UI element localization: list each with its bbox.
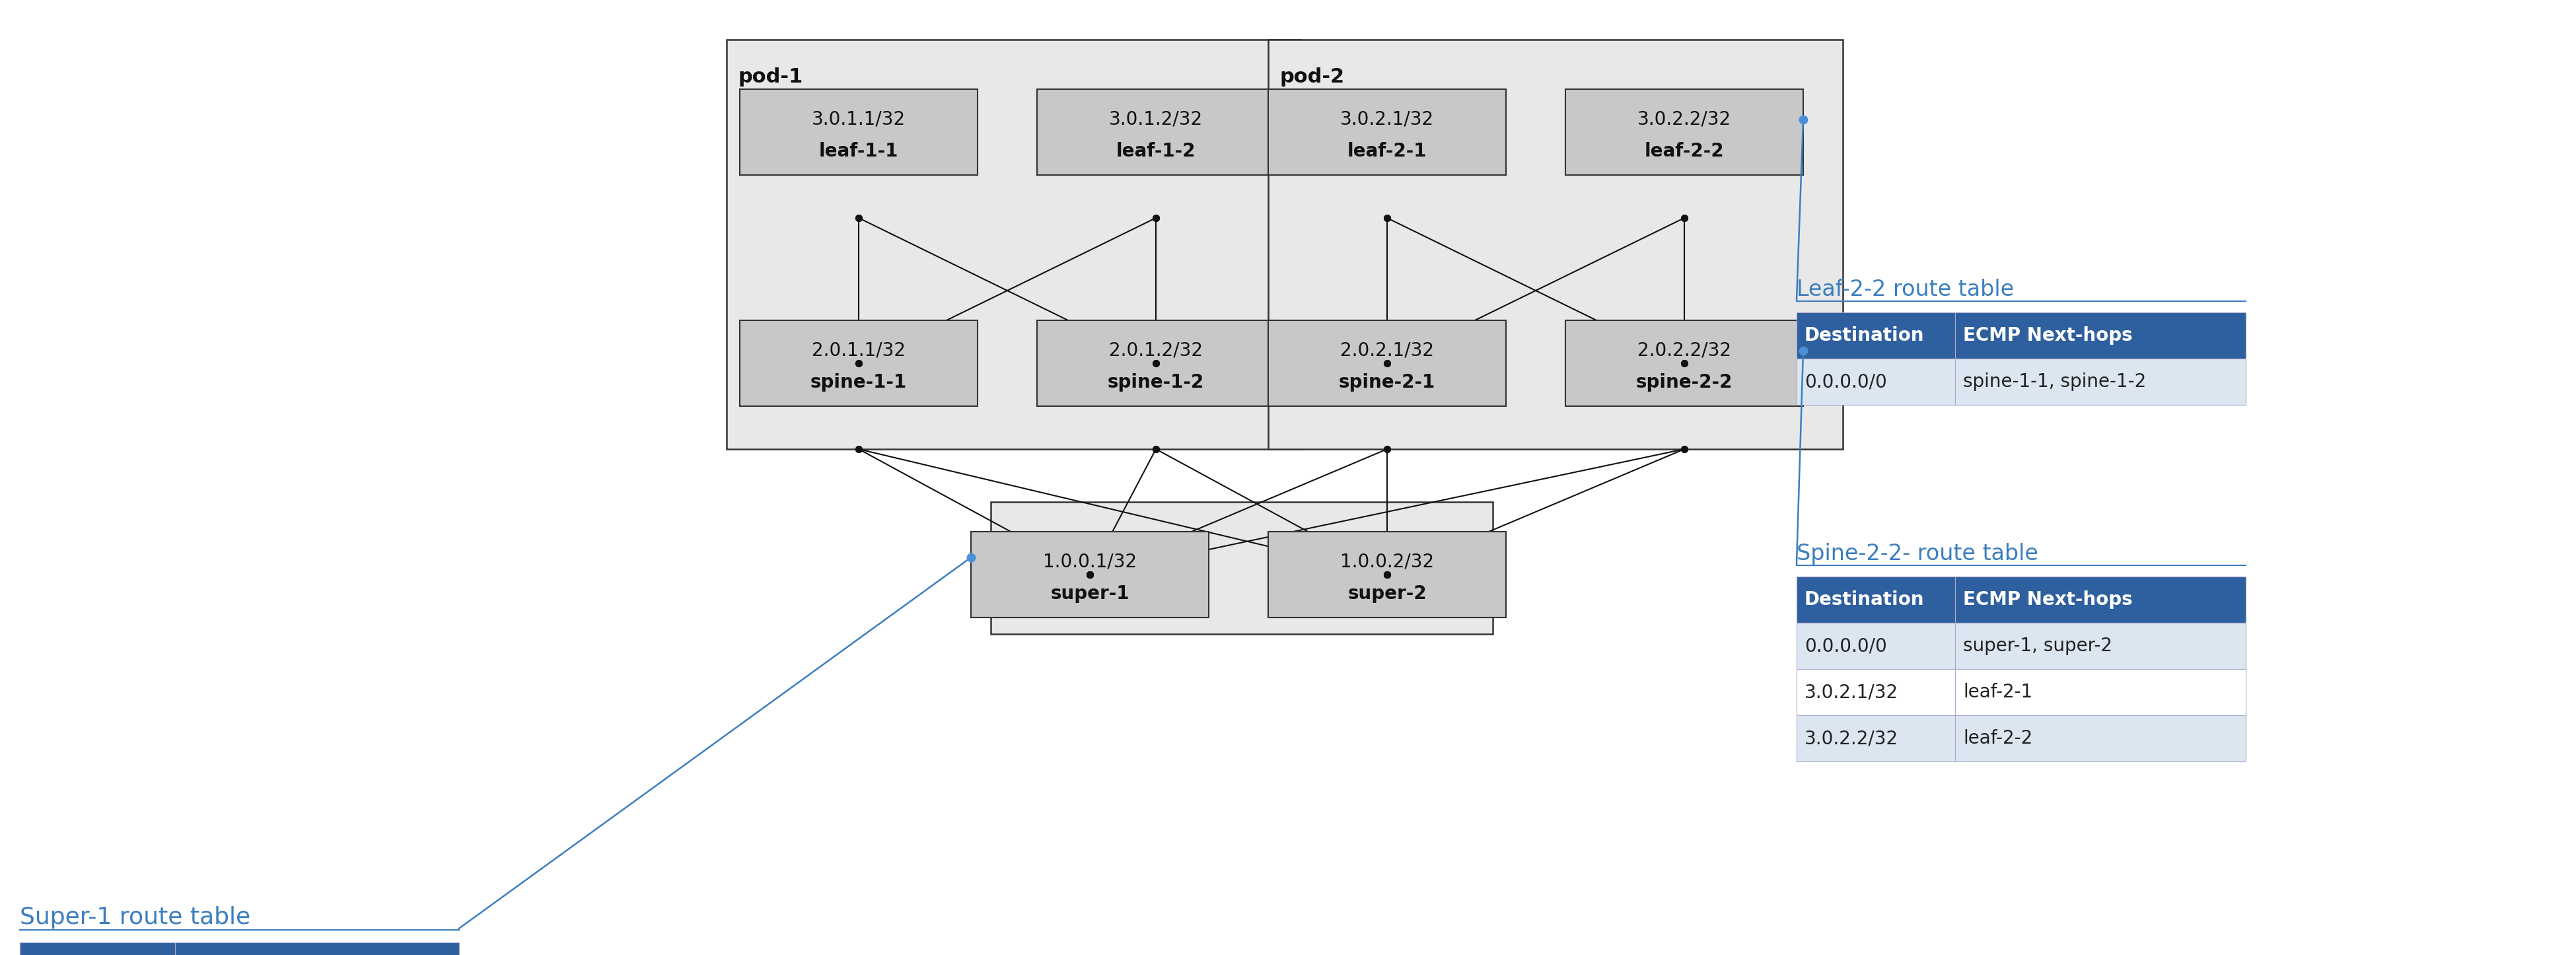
- FancyBboxPatch shape: [1955, 577, 2246, 623]
- Text: leaf-2-1: leaf-2-1: [1963, 683, 2032, 702]
- FancyBboxPatch shape: [1955, 715, 2246, 762]
- Text: 3.0.1.2/32: 3.0.1.2/32: [1108, 110, 1203, 129]
- Text: 1.0.0.1/32: 1.0.0.1/32: [1043, 552, 1136, 571]
- Text: leaf-1-2: leaf-1-2: [1115, 141, 1195, 160]
- FancyBboxPatch shape: [1267, 39, 1842, 449]
- Text: ECMP Next-hops: ECMP Next-hops: [1963, 327, 2133, 345]
- Text: super-1, super-2: super-1, super-2: [1963, 637, 2112, 655]
- Text: ECMP Next-hops: ECMP Next-hops: [1963, 590, 2133, 609]
- FancyBboxPatch shape: [1955, 623, 2246, 669]
- Text: 2.0.1.1/32: 2.0.1.1/32: [811, 341, 907, 360]
- Text: leaf-2-2: leaf-2-2: [1643, 141, 1723, 160]
- Text: Destination: Destination: [1806, 327, 1924, 345]
- FancyBboxPatch shape: [992, 502, 1492, 634]
- Text: 1.0.0.2/32: 1.0.0.2/32: [1340, 552, 1435, 571]
- FancyBboxPatch shape: [1955, 669, 2246, 715]
- Text: Spine-2-2- route table: Spine-2-2- route table: [1795, 542, 2038, 564]
- Text: 3.0.2.2/32: 3.0.2.2/32: [1638, 110, 1731, 129]
- Text: 3.0.2.2/32: 3.0.2.2/32: [1806, 730, 1899, 748]
- Text: spine-2-1: spine-2-1: [1340, 372, 1435, 392]
- Text: pod-2: pod-2: [1280, 68, 1345, 87]
- Text: spine-1-1, spine-1-2: spine-1-1, spine-1-2: [1963, 372, 2146, 392]
- FancyBboxPatch shape: [1038, 320, 1275, 406]
- FancyBboxPatch shape: [1267, 320, 1507, 406]
- Text: leaf-2-1: leaf-2-1: [1347, 141, 1427, 160]
- FancyBboxPatch shape: [739, 89, 976, 175]
- FancyBboxPatch shape: [1795, 577, 1955, 623]
- FancyBboxPatch shape: [1038, 89, 1275, 175]
- FancyBboxPatch shape: [1795, 312, 1955, 359]
- FancyBboxPatch shape: [1566, 320, 1803, 406]
- Text: Leaf-2-2 route table: Leaf-2-2 route table: [1795, 279, 2014, 301]
- FancyBboxPatch shape: [1795, 669, 1955, 715]
- Text: 3.0.2.1/32: 3.0.2.1/32: [1340, 110, 1435, 129]
- FancyBboxPatch shape: [1795, 359, 1955, 405]
- Text: 0.0.0.0/0: 0.0.0.0/0: [1806, 637, 1886, 655]
- Text: super-1: super-1: [1051, 584, 1128, 603]
- Text: 3.0.1.1/32: 3.0.1.1/32: [811, 110, 907, 129]
- FancyBboxPatch shape: [1267, 532, 1507, 618]
- Text: leaf-1-1: leaf-1-1: [819, 141, 899, 160]
- FancyBboxPatch shape: [1795, 715, 1955, 762]
- FancyBboxPatch shape: [1795, 623, 1955, 669]
- FancyBboxPatch shape: [726, 39, 1301, 449]
- FancyBboxPatch shape: [1566, 89, 1803, 175]
- Text: pod-1: pod-1: [739, 68, 804, 87]
- Text: 2.0.2.1/32: 2.0.2.1/32: [1340, 341, 1435, 360]
- Text: Super-1 route table: Super-1 route table: [21, 906, 250, 928]
- Text: 0.0.0.0/0: 0.0.0.0/0: [1806, 372, 1886, 392]
- FancyBboxPatch shape: [21, 943, 175, 955]
- FancyBboxPatch shape: [1955, 359, 2246, 405]
- Text: Destination: Destination: [1806, 590, 1924, 609]
- Text: spine-1-1: spine-1-1: [811, 372, 907, 392]
- FancyBboxPatch shape: [175, 943, 459, 955]
- Text: spine-1-2: spine-1-2: [1108, 372, 1203, 392]
- Text: 2.0.1.2/32: 2.0.1.2/32: [1110, 341, 1203, 360]
- FancyBboxPatch shape: [971, 532, 1208, 618]
- Text: leaf-2-2: leaf-2-2: [1963, 730, 2032, 748]
- FancyBboxPatch shape: [739, 320, 976, 406]
- FancyBboxPatch shape: [1955, 312, 2246, 359]
- FancyBboxPatch shape: [1267, 89, 1507, 175]
- Text: spine-2-2: spine-2-2: [1636, 372, 1734, 392]
- Text: 2.0.2.2/32: 2.0.2.2/32: [1638, 341, 1731, 360]
- Text: 3.0.2.1/32: 3.0.2.1/32: [1806, 683, 1899, 702]
- Text: super-2: super-2: [1347, 584, 1427, 603]
